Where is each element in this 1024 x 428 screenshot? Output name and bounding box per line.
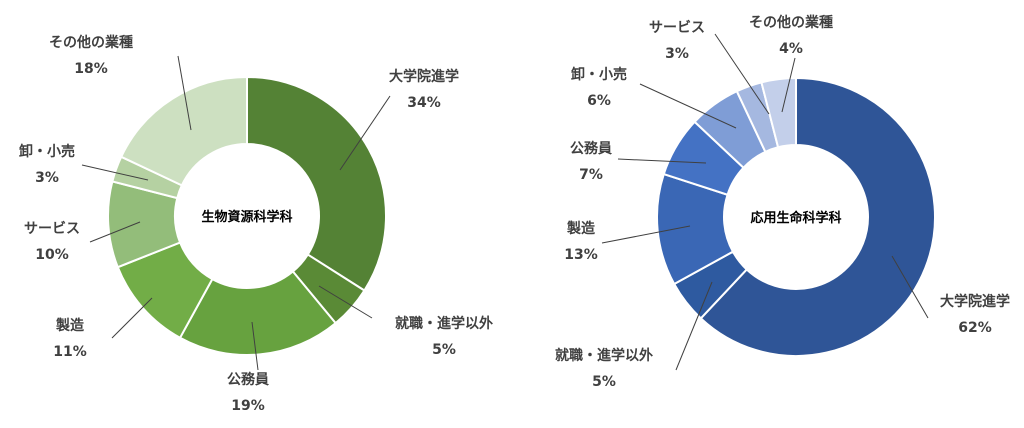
slice-category-label: 公務員 xyxy=(570,140,612,157)
slice-category-label: 大学院進学 xyxy=(940,293,1010,310)
slice-category-label: 卸・小売 xyxy=(19,143,75,160)
slice-percent-label: 7% xyxy=(579,167,603,183)
leader-line xyxy=(339,95,391,171)
donut-slice xyxy=(699,76,936,357)
slice-percent-label: 3% xyxy=(665,46,689,62)
donut-slice xyxy=(760,76,797,149)
leader-line xyxy=(251,321,259,371)
slice-percent-label: 34% xyxy=(407,95,441,111)
slice-percent-label: 6% xyxy=(587,93,611,109)
donut-center-title: 生物資源科学科 xyxy=(201,209,292,225)
leader-line xyxy=(617,158,707,164)
slice-percent-label: 3% xyxy=(35,170,59,186)
donut-slice xyxy=(246,75,387,292)
leader-line xyxy=(111,297,153,339)
slice-percent-label: 62% xyxy=(958,320,992,336)
leader-line xyxy=(601,225,691,244)
slice-percent-label: 10% xyxy=(35,247,69,263)
leader-line xyxy=(714,33,770,115)
slice-category-label: 製造 xyxy=(566,220,595,237)
leader-line xyxy=(891,255,929,319)
leader-line xyxy=(639,83,737,129)
donut-chart-right: 大学院進学 62% 就職・進学以外 5% 製造 13% 公務員 7% 卸・小売 6% サービス 3% そ… xyxy=(555,14,1010,390)
donut-center-title: 応用生命科学科 xyxy=(750,210,841,226)
leader-line xyxy=(781,57,796,113)
slice-category-label: その他の業種 xyxy=(49,34,133,51)
slice-percent-label: 19% xyxy=(231,398,265,414)
leader-line xyxy=(81,164,149,181)
slice-category-label: サービス xyxy=(24,221,80,237)
slice-category-label: 公務員 xyxy=(227,371,269,388)
slice-category-label: 就職・進学以外 xyxy=(555,347,653,364)
slice-category-label: 就職・進学以外 xyxy=(395,315,493,332)
leader-line xyxy=(177,55,192,131)
slice-percent-label: 11% xyxy=(53,344,87,360)
slice-category-label: 大学院進学 xyxy=(389,68,459,85)
donut-chart-left: 大学院進学 34% 就職・進学以外 5% 公務員 19% 製造 11% サービス 10% 卸・小売 3… xyxy=(19,34,493,414)
leader-line xyxy=(89,221,141,243)
donut-slice xyxy=(119,75,248,187)
slice-percent-label: 4% xyxy=(779,41,803,57)
slice-category-label: サービス xyxy=(649,20,705,36)
leader-line xyxy=(318,285,373,319)
slice-category-label: 卸・小売 xyxy=(571,66,627,83)
slice-category-label: 製造 xyxy=(55,317,84,334)
slice-percent-label: 5% xyxy=(432,342,456,358)
slice-percent-label: 5% xyxy=(592,374,616,390)
leader-line xyxy=(675,281,713,371)
slice-percent-label: 18% xyxy=(74,61,108,77)
slice-category-label: その他の業種 xyxy=(749,14,833,31)
slice-percent-label: 13% xyxy=(564,247,598,263)
